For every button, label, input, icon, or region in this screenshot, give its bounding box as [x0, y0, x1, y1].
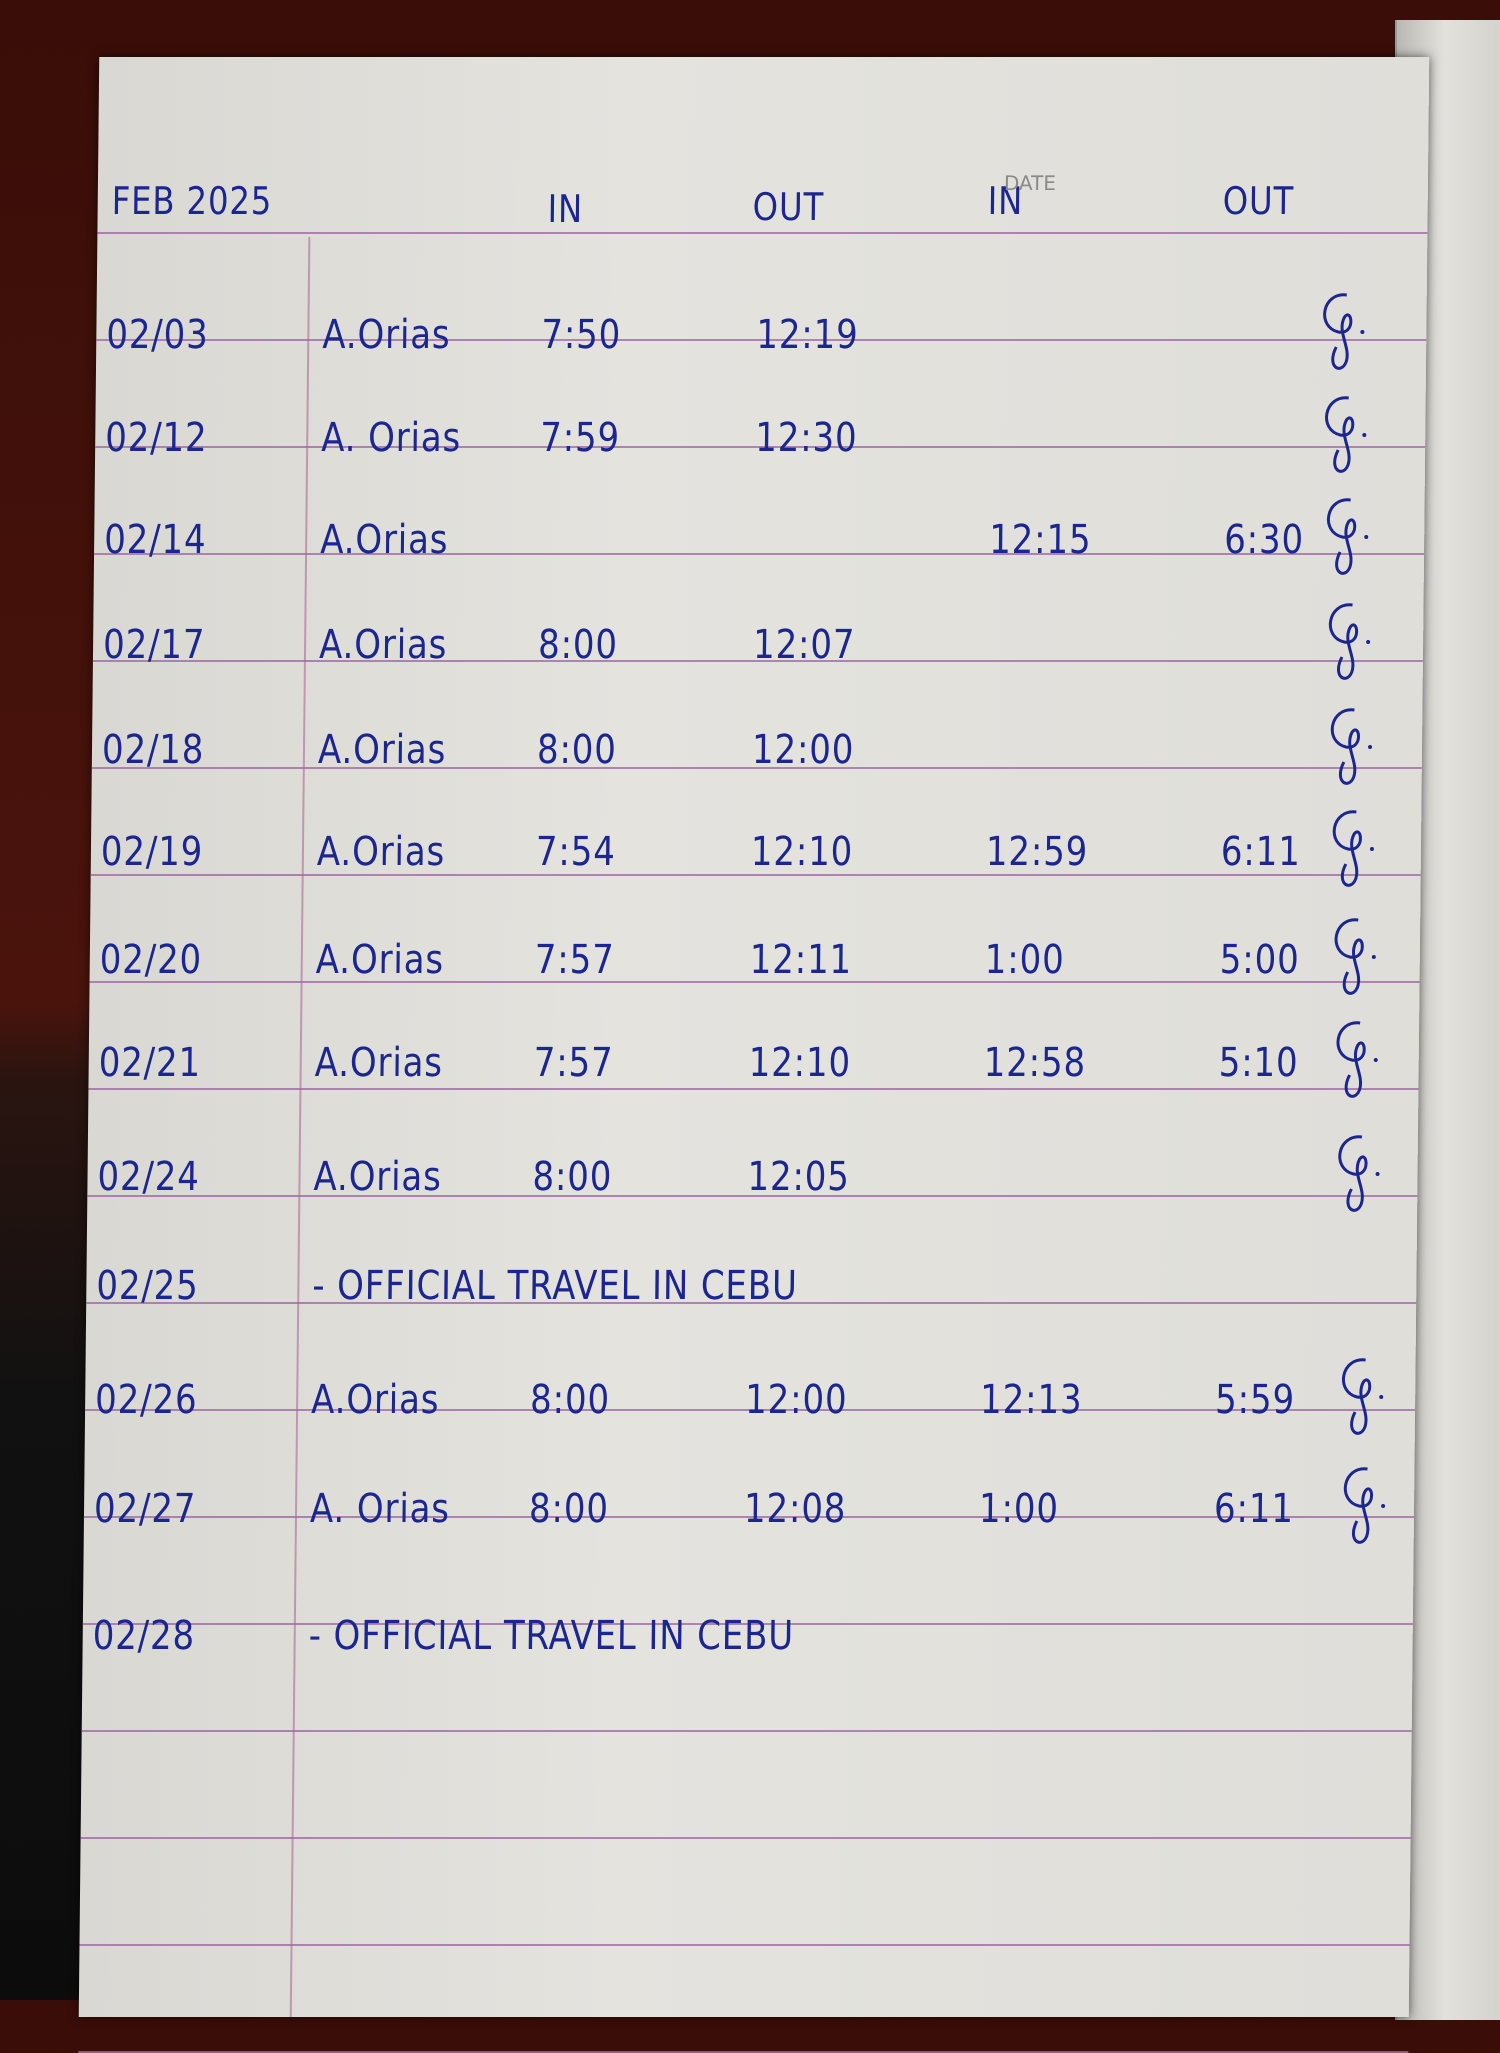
row-in-am: 7:57 [534, 937, 615, 983]
row-date: 02/17 [102, 622, 206, 668]
row-date: 02/26 [94, 1377, 198, 1423]
row-out-pm: 5:59 [1214, 1377, 1296, 1423]
signature-initials-icon [1338, 1135, 1380, 1212]
logbook-page: FEB 2025 IN OUT IN DATE OUT 02/03 A.Orias… [78, 57, 1430, 2053]
ruled-line [80, 1837, 1411, 1839]
row-date: 02/27 [93, 1486, 197, 1532]
row-name: A.Orias [318, 622, 448, 668]
row-out-pm: 6:11 [1213, 1486, 1295, 1532]
ruled-line [81, 1730, 1412, 1732]
row-name: A.Orias [315, 937, 445, 983]
row-name: A.Orias [313, 1154, 442, 1200]
row-in-pm: 1:00 [984, 937, 1065, 983]
signature-initials-icon [1327, 498, 1369, 575]
row-out-pm: 5:00 [1219, 937, 1300, 983]
row-in-am: 8:00 [528, 1486, 610, 1532]
row-note: - OFFICIAL TRAVEL IN CEBU [308, 1613, 795, 1659]
row-date: 02/14 [103, 517, 207, 563]
row-out-am: 12:10 [748, 1040, 852, 1086]
row-out-am: 12:19 [756, 312, 859, 358]
row-in-am: 8:00 [532, 1154, 613, 1200]
row-out-pm: 6:11 [1220, 829, 1301, 875]
row-date: 02/20 [99, 937, 203, 983]
row-name: A.Orias [314, 1040, 444, 1086]
row-in-pm: 12:15 [988, 517, 1092, 563]
row-date: 02/19 [100, 829, 204, 875]
row-out-am: 12:07 [752, 622, 856, 668]
row-out-am: 12:00 [744, 1377, 848, 1423]
row-out-am: 12:11 [749, 937, 853, 983]
ruled-line [88, 1088, 1419, 1090]
row-in-am: 7:54 [535, 829, 616, 875]
ruled-line [79, 1944, 1410, 1946]
ruled-line [97, 232, 1428, 234]
signature-initials-icon [1325, 396, 1367, 473]
margin-line [289, 237, 311, 2017]
row-in-pm: 1:00 [978, 1486, 1060, 1532]
row-name: A. Orias [321, 415, 462, 461]
row-date: 02/03 [106, 312, 209, 358]
row-name: A.Orias [322, 312, 451, 358]
row-date: 02/21 [98, 1040, 202, 1086]
col-out-2: OUT [1222, 179, 1295, 223]
signature-initials-icon [1332, 810, 1374, 887]
row-out-am: 12:08 [743, 1486, 847, 1532]
row-date: 02/28 [92, 1613, 196, 1659]
row-out-pm: 5:10 [1218, 1040, 1299, 1086]
row-name: A.Orias [310, 1377, 440, 1423]
row-out-am: 12:00 [751, 727, 855, 773]
signature-initials-icon [1336, 1021, 1378, 1098]
signature-initials-icon [1330, 708, 1373, 785]
printed-date-label: DATE [1003, 171, 1057, 195]
col-in-1: IN [547, 187, 584, 231]
row-out-am: 12:30 [755, 415, 858, 461]
row-in-pm: 12:13 [979, 1377, 1083, 1423]
signature-initials-icon [1334, 918, 1376, 995]
signature-initials-icon [1342, 1358, 1384, 1435]
row-name: A.Orias [319, 517, 449, 563]
row-in-am: 8:00 [529, 1377, 611, 1423]
row-note: - OFFICIAL TRAVEL IN CEBU [312, 1263, 798, 1309]
row-date: 02/25 [96, 1263, 199, 1309]
row-in-am: 8:00 [537, 622, 619, 668]
row-in-am: 7:59 [540, 415, 621, 461]
row-date: 02/18 [101, 727, 205, 773]
row-in-am: 7:57 [533, 1040, 614, 1086]
col-out-1: OUT [752, 185, 825, 229]
row-out-pm: 6:30 [1223, 517, 1305, 563]
row-in-pm: 12:58 [983, 1040, 1087, 1086]
row-in-pm: 12:59 [985, 829, 1089, 875]
row-name: A.Orias [316, 829, 446, 875]
signature-initials-icon [1343, 1467, 1386, 1544]
row-in-am: 7:50 [541, 312, 622, 358]
month-heading: FEB 2025 [111, 179, 273, 223]
row-out-am: 12:05 [747, 1154, 851, 1200]
row-name: A.Orias [317, 727, 447, 773]
row-date: 02/24 [97, 1154, 201, 1200]
row-date: 02/12 [105, 415, 208, 461]
row-name: A. Orias [309, 1486, 451, 1532]
row-in-am: 8:00 [536, 727, 618, 773]
signature-initials-icon [1323, 293, 1365, 370]
signature-initials-icon [1328, 603, 1371, 680]
row-out-am: 12:10 [750, 829, 854, 875]
